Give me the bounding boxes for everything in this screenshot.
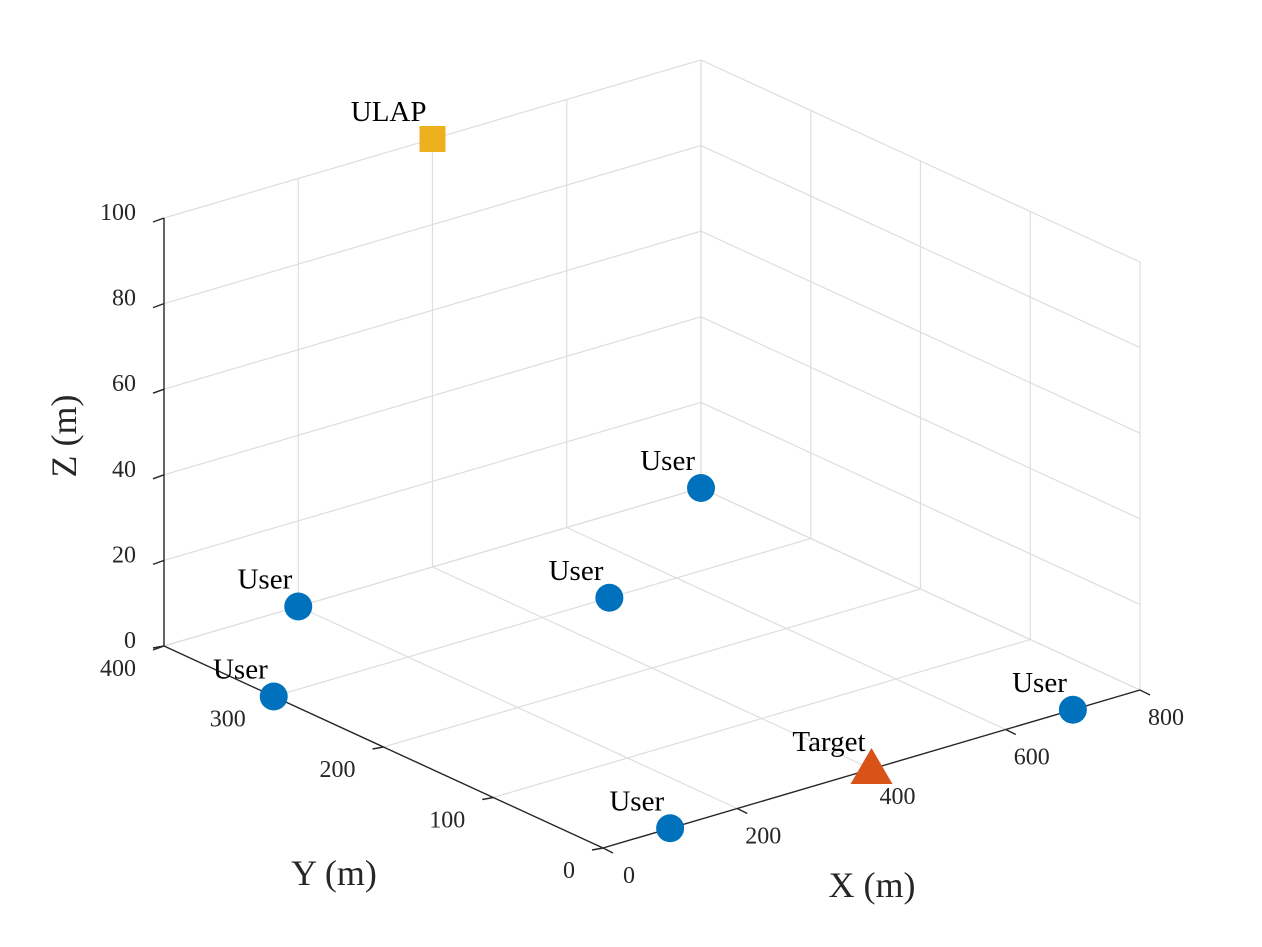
- x-tick-label: 600: [1014, 745, 1050, 771]
- z-tick-label: 80: [112, 286, 136, 312]
- back-wall-grid-line-z: [163, 230, 702, 390]
- z-tick-label: 100: [100, 200, 136, 226]
- z-tick-label: 60: [112, 371, 136, 397]
- x-tick-label: 800: [1148, 705, 1184, 731]
- point-label: User: [237, 564, 292, 596]
- x-tick-mark: [1005, 728, 1017, 736]
- data-markers: ULAP Target User User User User User User: [213, 96, 1087, 843]
- y-tick-mark: [482, 796, 494, 801]
- side-wall-grid-line-z: [700, 230, 1141, 434]
- x-tick-mark: [602, 847, 614, 854]
- z-tick-mark: [152, 302, 165, 309]
- x-tick-label: 200: [745, 824, 781, 850]
- z-tick-mark: [152, 388, 165, 394]
- back-wall-grid-line-z: [163, 487, 702, 647]
- point-label: Target: [792, 726, 865, 758]
- z-tick-mark: [152, 474, 165, 480]
- y-tick-label: 0: [563, 858, 575, 884]
- point-label: User: [213, 654, 268, 686]
- user-marker: [595, 583, 624, 612]
- user-marker: [656, 814, 685, 843]
- x-axis-label: X (m): [829, 865, 916, 905]
- floor-grid-line-y: [273, 537, 811, 698]
- user-marker: [284, 592, 313, 621]
- side-wall-grid-line-z: [700, 145, 1141, 349]
- z-tick-label: 20: [112, 542, 136, 568]
- x-tick-label: 0: [623, 863, 635, 889]
- back-wall-grid-line-z: [163, 145, 702, 305]
- floor-grid-line-y: [493, 638, 1031, 799]
- y-tick-label: 200: [320, 757, 356, 783]
- point-label: User: [640, 445, 695, 477]
- point-label: ULAP: [351, 96, 427, 128]
- y-tick-mark: [591, 847, 604, 851]
- x-tick-mark: [736, 807, 748, 815]
- z-tick-mark: [152, 559, 165, 566]
- point-label: User: [1012, 667, 1067, 699]
- floor-grid-line-y: [383, 588, 921, 748]
- target-marker: [850, 748, 893, 784]
- user-marker: [1058, 695, 1087, 724]
- z-axis-label: Z (m): [44, 395, 84, 478]
- y-tick-label: 300: [210, 707, 246, 733]
- y-tick-label: 400: [100, 656, 136, 682]
- x-tick-mark: [1139, 689, 1151, 696]
- side-wall-grid-line-z: [700, 316, 1141, 520]
- z-tick-label: 40: [112, 457, 136, 483]
- point-label: User: [549, 555, 604, 587]
- axis-lines: [152, 217, 1151, 854]
- z-tick-label: 0: [124, 628, 136, 654]
- back-wall-grid-line-z: [163, 316, 702, 476]
- user-marker: [687, 474, 715, 502]
- point-label: User: [609, 785, 664, 817]
- y-axis-label: Y (m): [291, 853, 377, 893]
- ulap-marker: [419, 126, 446, 152]
- side-wall-grid-line-z: [700, 59, 1141, 263]
- z-tick-mark: [152, 217, 165, 223]
- y-tick-label: 100: [429, 808, 465, 834]
- user-marker: [259, 682, 288, 711]
- back-wall-grid-line-z: [163, 401, 702, 561]
- y-tick-mark: [372, 746, 384, 750]
- z-tick-mark: [152, 645, 165, 651]
- side-wall-grid-line-z: [700, 401, 1141, 605]
- axis-labels: X (m) Y (m) Z (m): [44, 395, 915, 905]
- side-wall-grid-line-z: [700, 487, 1141, 691]
- x-tick-label: 400: [880, 784, 916, 810]
